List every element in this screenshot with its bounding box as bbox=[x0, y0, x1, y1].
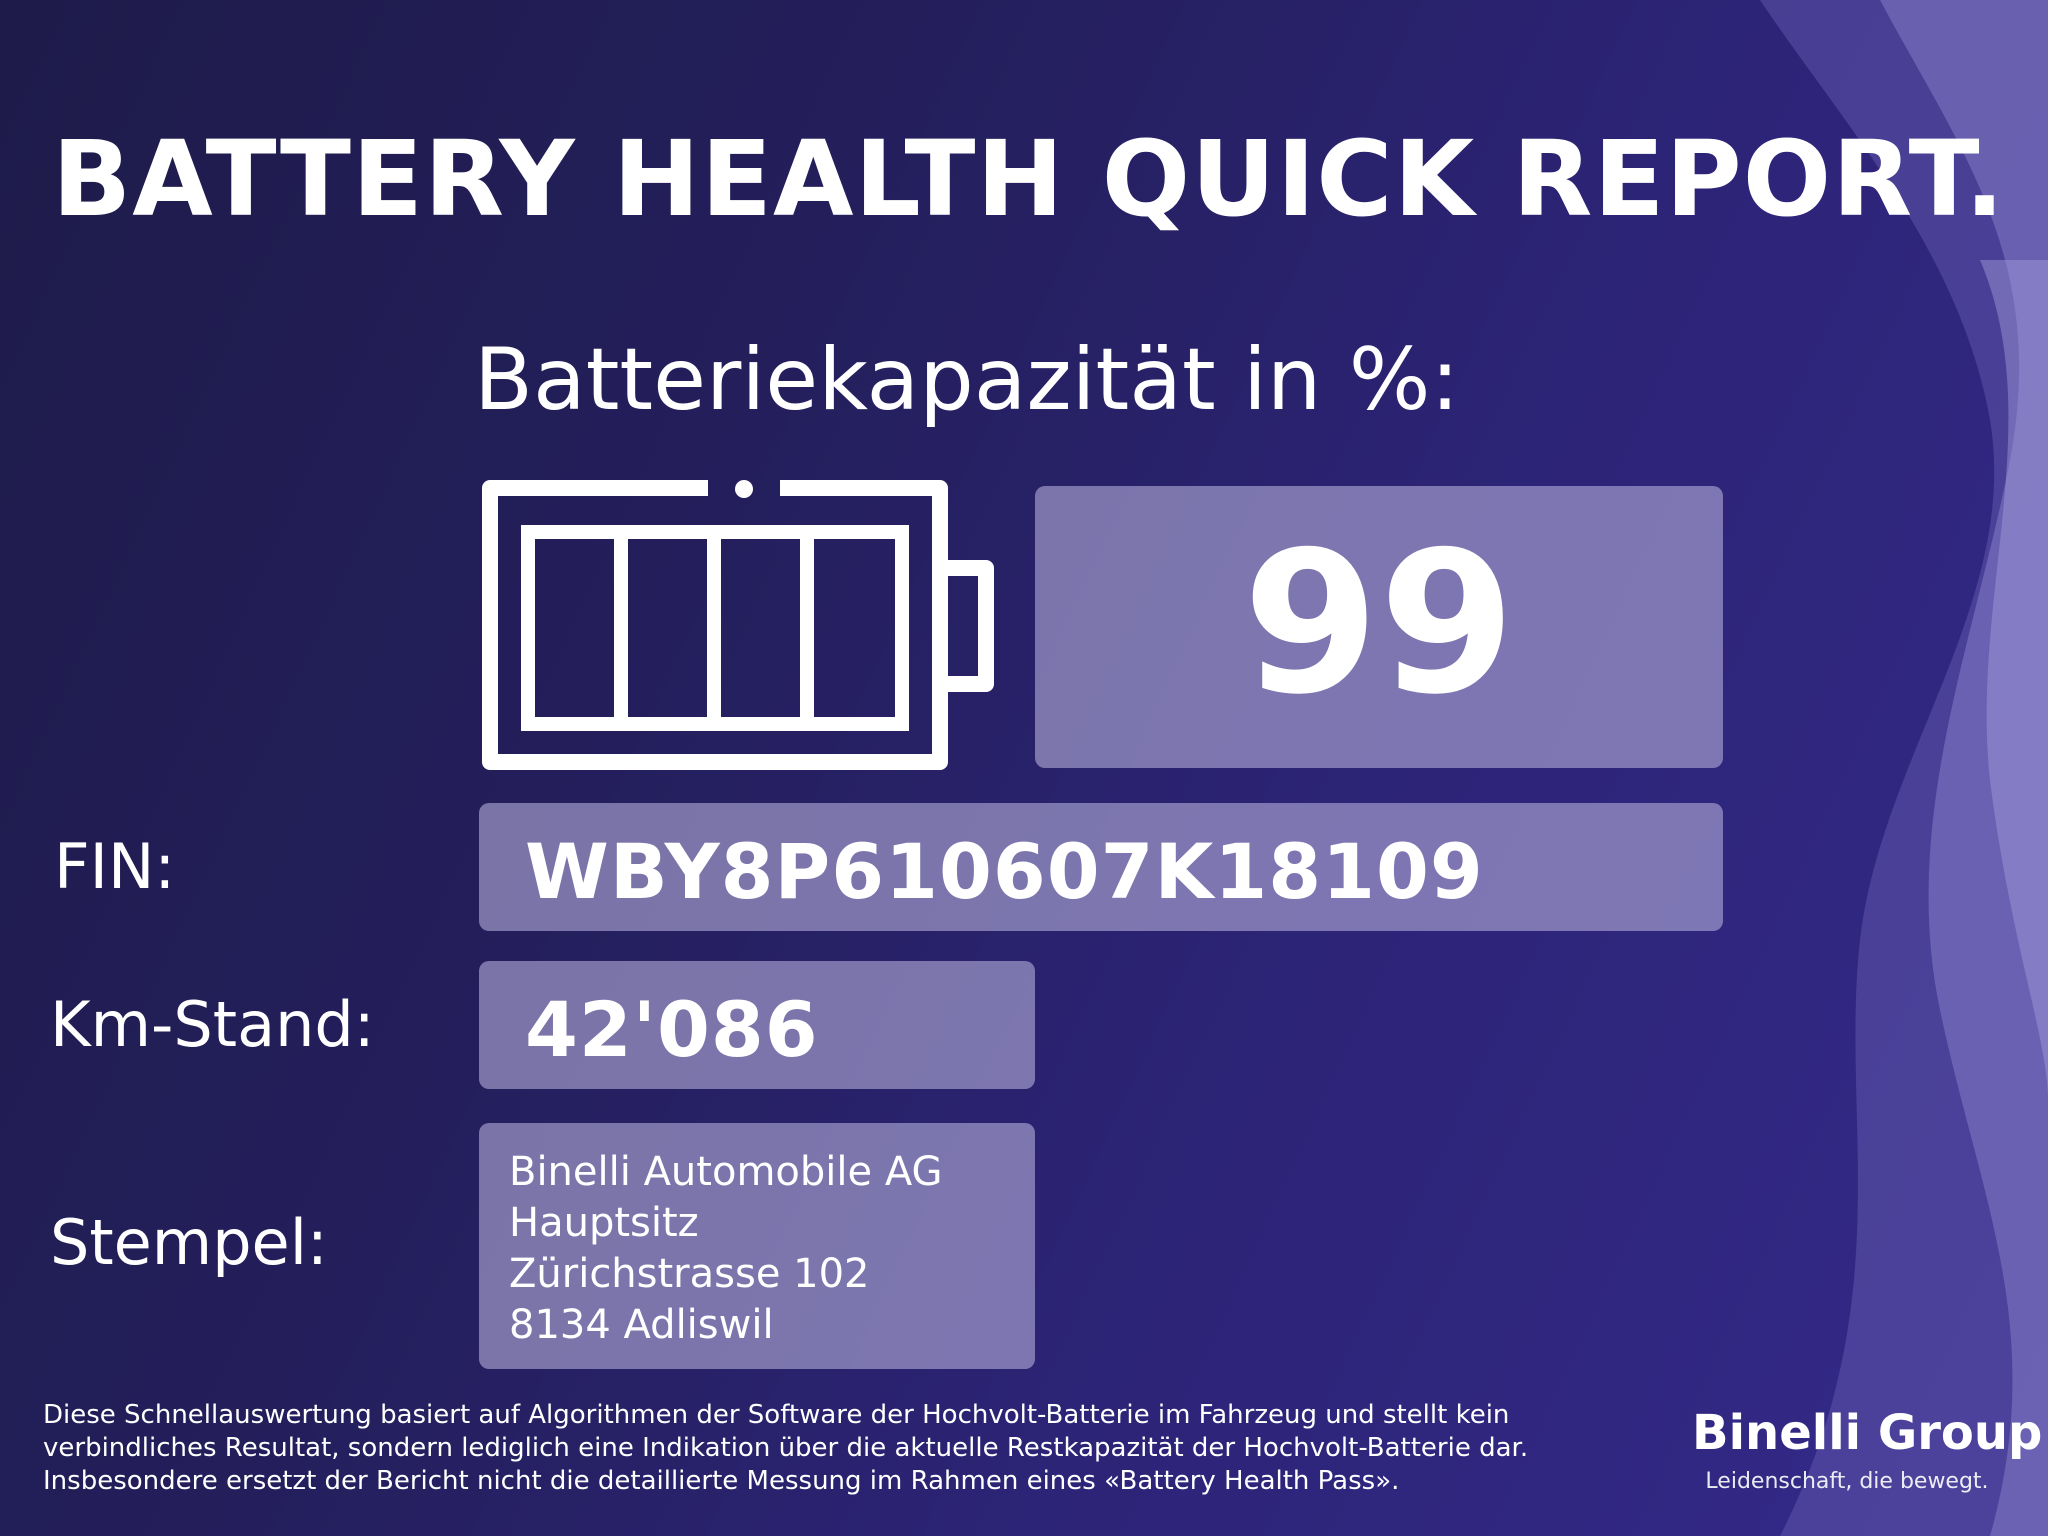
km-value: 42'086 bbox=[525, 985, 819, 1074]
capacity-heading: Batteriekapazität in %: bbox=[474, 330, 1460, 430]
disclaimer: Diese Schnellauswertung basiert auf Algo… bbox=[43, 1399, 1643, 1498]
stamp-line: 8134 Adliswil bbox=[509, 1302, 774, 1348]
brand-name: Binelli Group bbox=[1692, 1405, 2043, 1461]
disclaimer-line: Insbesondere ersetzt der Bericht nicht d… bbox=[43, 1466, 1400, 1496]
fin-value: WBY8P610607K18109 bbox=[525, 827, 1484, 916]
fin-label: FIN: bbox=[54, 830, 176, 903]
brand-tagline: Leidenschaft, die bewegt. bbox=[1705, 1469, 1989, 1494]
stamp-address: Binelli Automobile AG Hauptsitz Zürichst… bbox=[509, 1147, 942, 1351]
stamp-box: Binelli Automobile AG Hauptsitz Zürichst… bbox=[479, 1123, 1035, 1369]
km-value-box: 42'086 bbox=[479, 961, 1035, 1089]
capacity-value: 99 bbox=[1242, 510, 1516, 738]
stamp-line: Hauptsitz bbox=[509, 1200, 699, 1246]
battery-full-icon bbox=[482, 480, 994, 770]
stamp-line: Zürichstrasse 102 bbox=[509, 1251, 870, 1297]
disclaimer-line: Diese Schnellauswertung basiert auf Algo… bbox=[43, 1400, 1510, 1430]
disclaimer-line: verbindliches Resultat, sondern lediglic… bbox=[43, 1433, 1529, 1463]
page-title: BATTERY HEALTH QUICK REPORT. bbox=[52, 118, 2006, 240]
km-label: Km-Stand: bbox=[50, 988, 375, 1061]
capacity-value-box: 99 bbox=[1035, 486, 1723, 768]
stamp-label: Stempel: bbox=[50, 1206, 328, 1279]
fin-value-box: WBY8P610607K18109 bbox=[479, 803, 1723, 931]
stamp-line: Binelli Automobile AG bbox=[509, 1149, 943, 1195]
brand-logo: Binelli Group Leidenschaft, die bewegt. bbox=[1692, 1405, 2043, 1494]
